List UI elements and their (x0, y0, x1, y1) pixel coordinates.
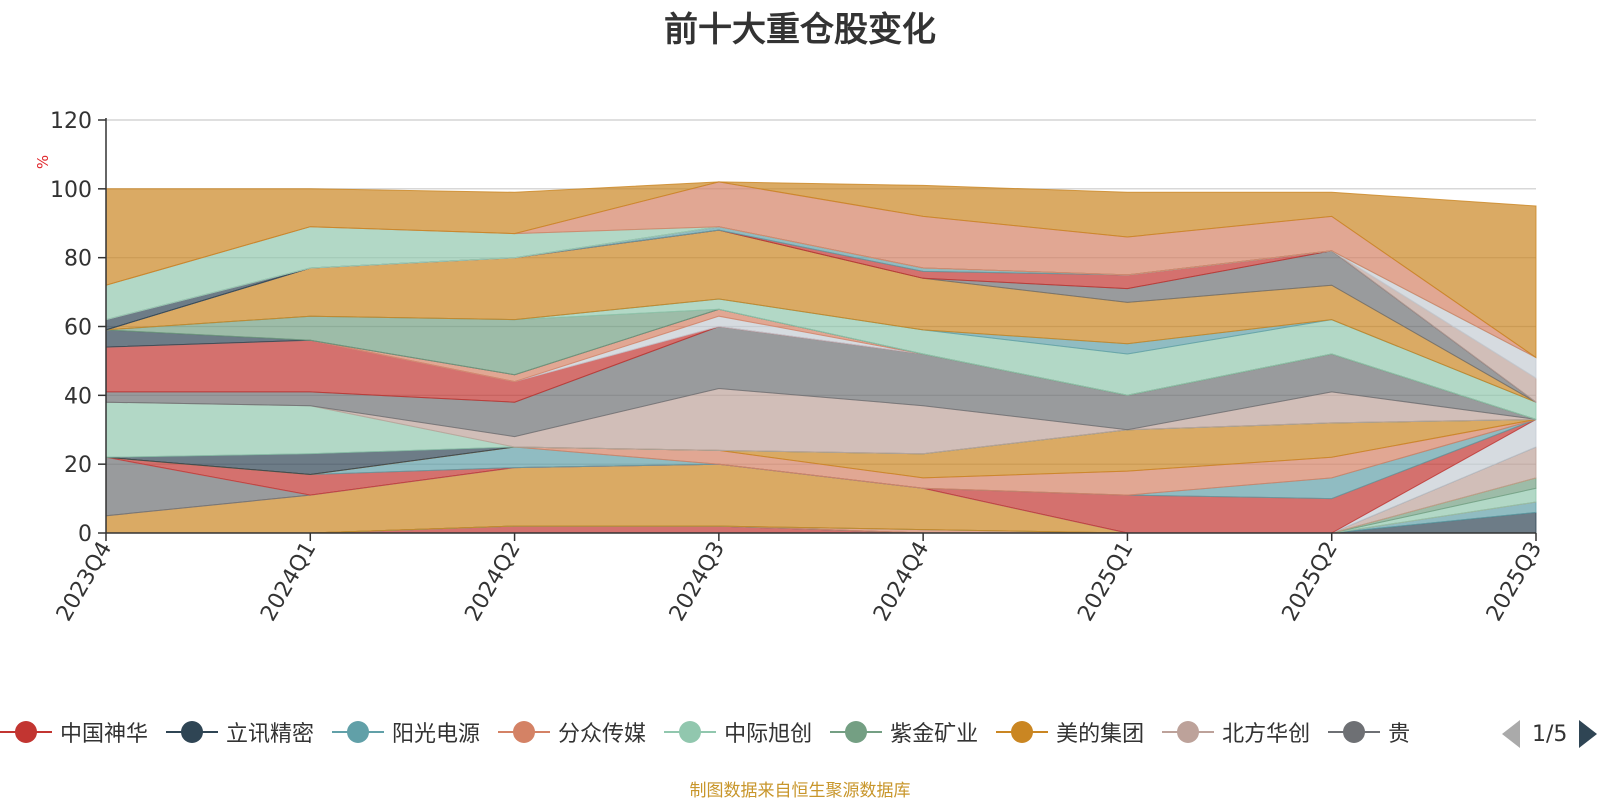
legend-label: 中际旭创 (724, 722, 813, 747)
legend-marker-icon (996, 720, 1049, 744)
y-tick-label: 60 (64, 316, 92, 341)
legend-marker-icon (498, 720, 551, 744)
data-source-note: 制图数据来自恒生聚源数据库 (689, 781, 911, 801)
legend-item[interactable]: 紫金矿业 (830, 712, 978, 752)
legend-marker-icon (664, 720, 717, 744)
y-tick-label: 120 (50, 109, 92, 134)
legend-marker-icon (1162, 720, 1215, 744)
y-tick-label: 100 (50, 178, 92, 203)
x-tick-label: 2023Q4 (52, 538, 117, 626)
y-tick-label: 40 (64, 384, 92, 409)
x-tick-label: 2024Q1 (256, 538, 321, 626)
legend-label: 阳光电源 (392, 722, 481, 747)
y-tick-label: 80 (64, 247, 92, 272)
legend-marker-icon (830, 720, 883, 744)
legend-pager: 1/5 (1502, 718, 1598, 750)
y-tick-label: 0 (78, 522, 92, 547)
legend-label: 紫金矿业 (890, 722, 979, 747)
chart-title: 前十大重仓股变化 (664, 10, 936, 50)
legend-marker-icon (166, 720, 219, 744)
legend-label: 美的集团 (1056, 722, 1145, 747)
x-tick-label: 2024Q2 (460, 538, 525, 626)
x-tick-label: 2025Q2 (1278, 538, 1343, 626)
legend-item[interactable]: 中国神华 (0, 712, 148, 752)
x-tick-label: 2025Q1 (1073, 538, 1138, 626)
legend: 中国神华 立讯精密 阳光电源 分众传媒 中际旭创 紫金矿业 美的集团 北方华创 贵 (0, 712, 1482, 752)
legend-marker-icon (1328, 720, 1381, 744)
legend-item[interactable]: 美的集团 (996, 712, 1144, 752)
x-tick-label: 2024Q4 (869, 538, 934, 626)
legend-label: 分众传媒 (558, 722, 647, 747)
legend-marker-icon (0, 720, 52, 744)
legend-label: 中国神华 (60, 722, 149, 747)
legend-item[interactable]: 中际旭创 (664, 712, 812, 752)
legend-item[interactable]: 贵 (1328, 712, 1410, 752)
x-tick-label: 2025Q3 (1482, 538, 1547, 626)
legend-marker-icon (332, 720, 385, 744)
legend-item[interactable]: 阳光电源 (332, 712, 480, 752)
area-series-35 (105, 181, 1537, 359)
legend-label: 立讯精密 (226, 722, 315, 747)
y-axis-unit-label: % (34, 155, 52, 169)
x-tick-label: 2024Q3 (665, 538, 730, 626)
legend-prev-arrow-icon[interactable] (1502, 720, 1520, 748)
legend-item[interactable]: 立讯精密 (166, 712, 314, 752)
legend-label: 北方华创 (1222, 722, 1311, 747)
area-series-layer (105, 181, 1537, 534)
legend-label: 贵 (1388, 722, 1411, 747)
legend-next-arrow-icon[interactable] (1579, 720, 1598, 748)
y-tick-label: 20 (64, 453, 92, 478)
legend-item[interactable]: 分众传媒 (498, 712, 646, 752)
legend-page-indicator: 1/5 (1532, 721, 1568, 747)
legend-item[interactable]: 北方华创 (1162, 712, 1310, 752)
